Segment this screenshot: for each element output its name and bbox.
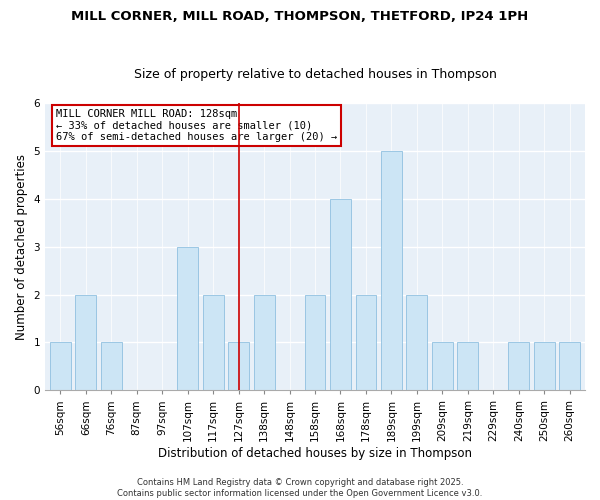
- Title: Size of property relative to detached houses in Thompson: Size of property relative to detached ho…: [134, 68, 496, 81]
- Bar: [457, 342, 478, 390]
- Bar: [356, 294, 376, 390]
- Y-axis label: Number of detached properties: Number of detached properties: [15, 154, 28, 340]
- Bar: [203, 294, 224, 390]
- Bar: [406, 294, 427, 390]
- Bar: [381, 151, 402, 390]
- Bar: [228, 342, 249, 390]
- Bar: [508, 342, 529, 390]
- Text: MILL CORNER, MILL ROAD, THOMPSON, THETFORD, IP24 1PH: MILL CORNER, MILL ROAD, THOMPSON, THETFO…: [71, 10, 529, 23]
- Bar: [330, 199, 351, 390]
- Bar: [432, 342, 453, 390]
- Bar: [305, 294, 325, 390]
- Bar: [254, 294, 275, 390]
- Bar: [50, 342, 71, 390]
- Bar: [76, 294, 96, 390]
- Bar: [534, 342, 554, 390]
- Bar: [559, 342, 580, 390]
- X-axis label: Distribution of detached houses by size in Thompson: Distribution of detached houses by size …: [158, 447, 472, 460]
- Text: Contains HM Land Registry data © Crown copyright and database right 2025.
Contai: Contains HM Land Registry data © Crown c…: [118, 478, 482, 498]
- Bar: [101, 342, 122, 390]
- Bar: [177, 246, 198, 390]
- Text: MILL CORNER MILL ROAD: 128sqm
← 33% of detached houses are smaller (10)
67% of s: MILL CORNER MILL ROAD: 128sqm ← 33% of d…: [56, 108, 337, 142]
